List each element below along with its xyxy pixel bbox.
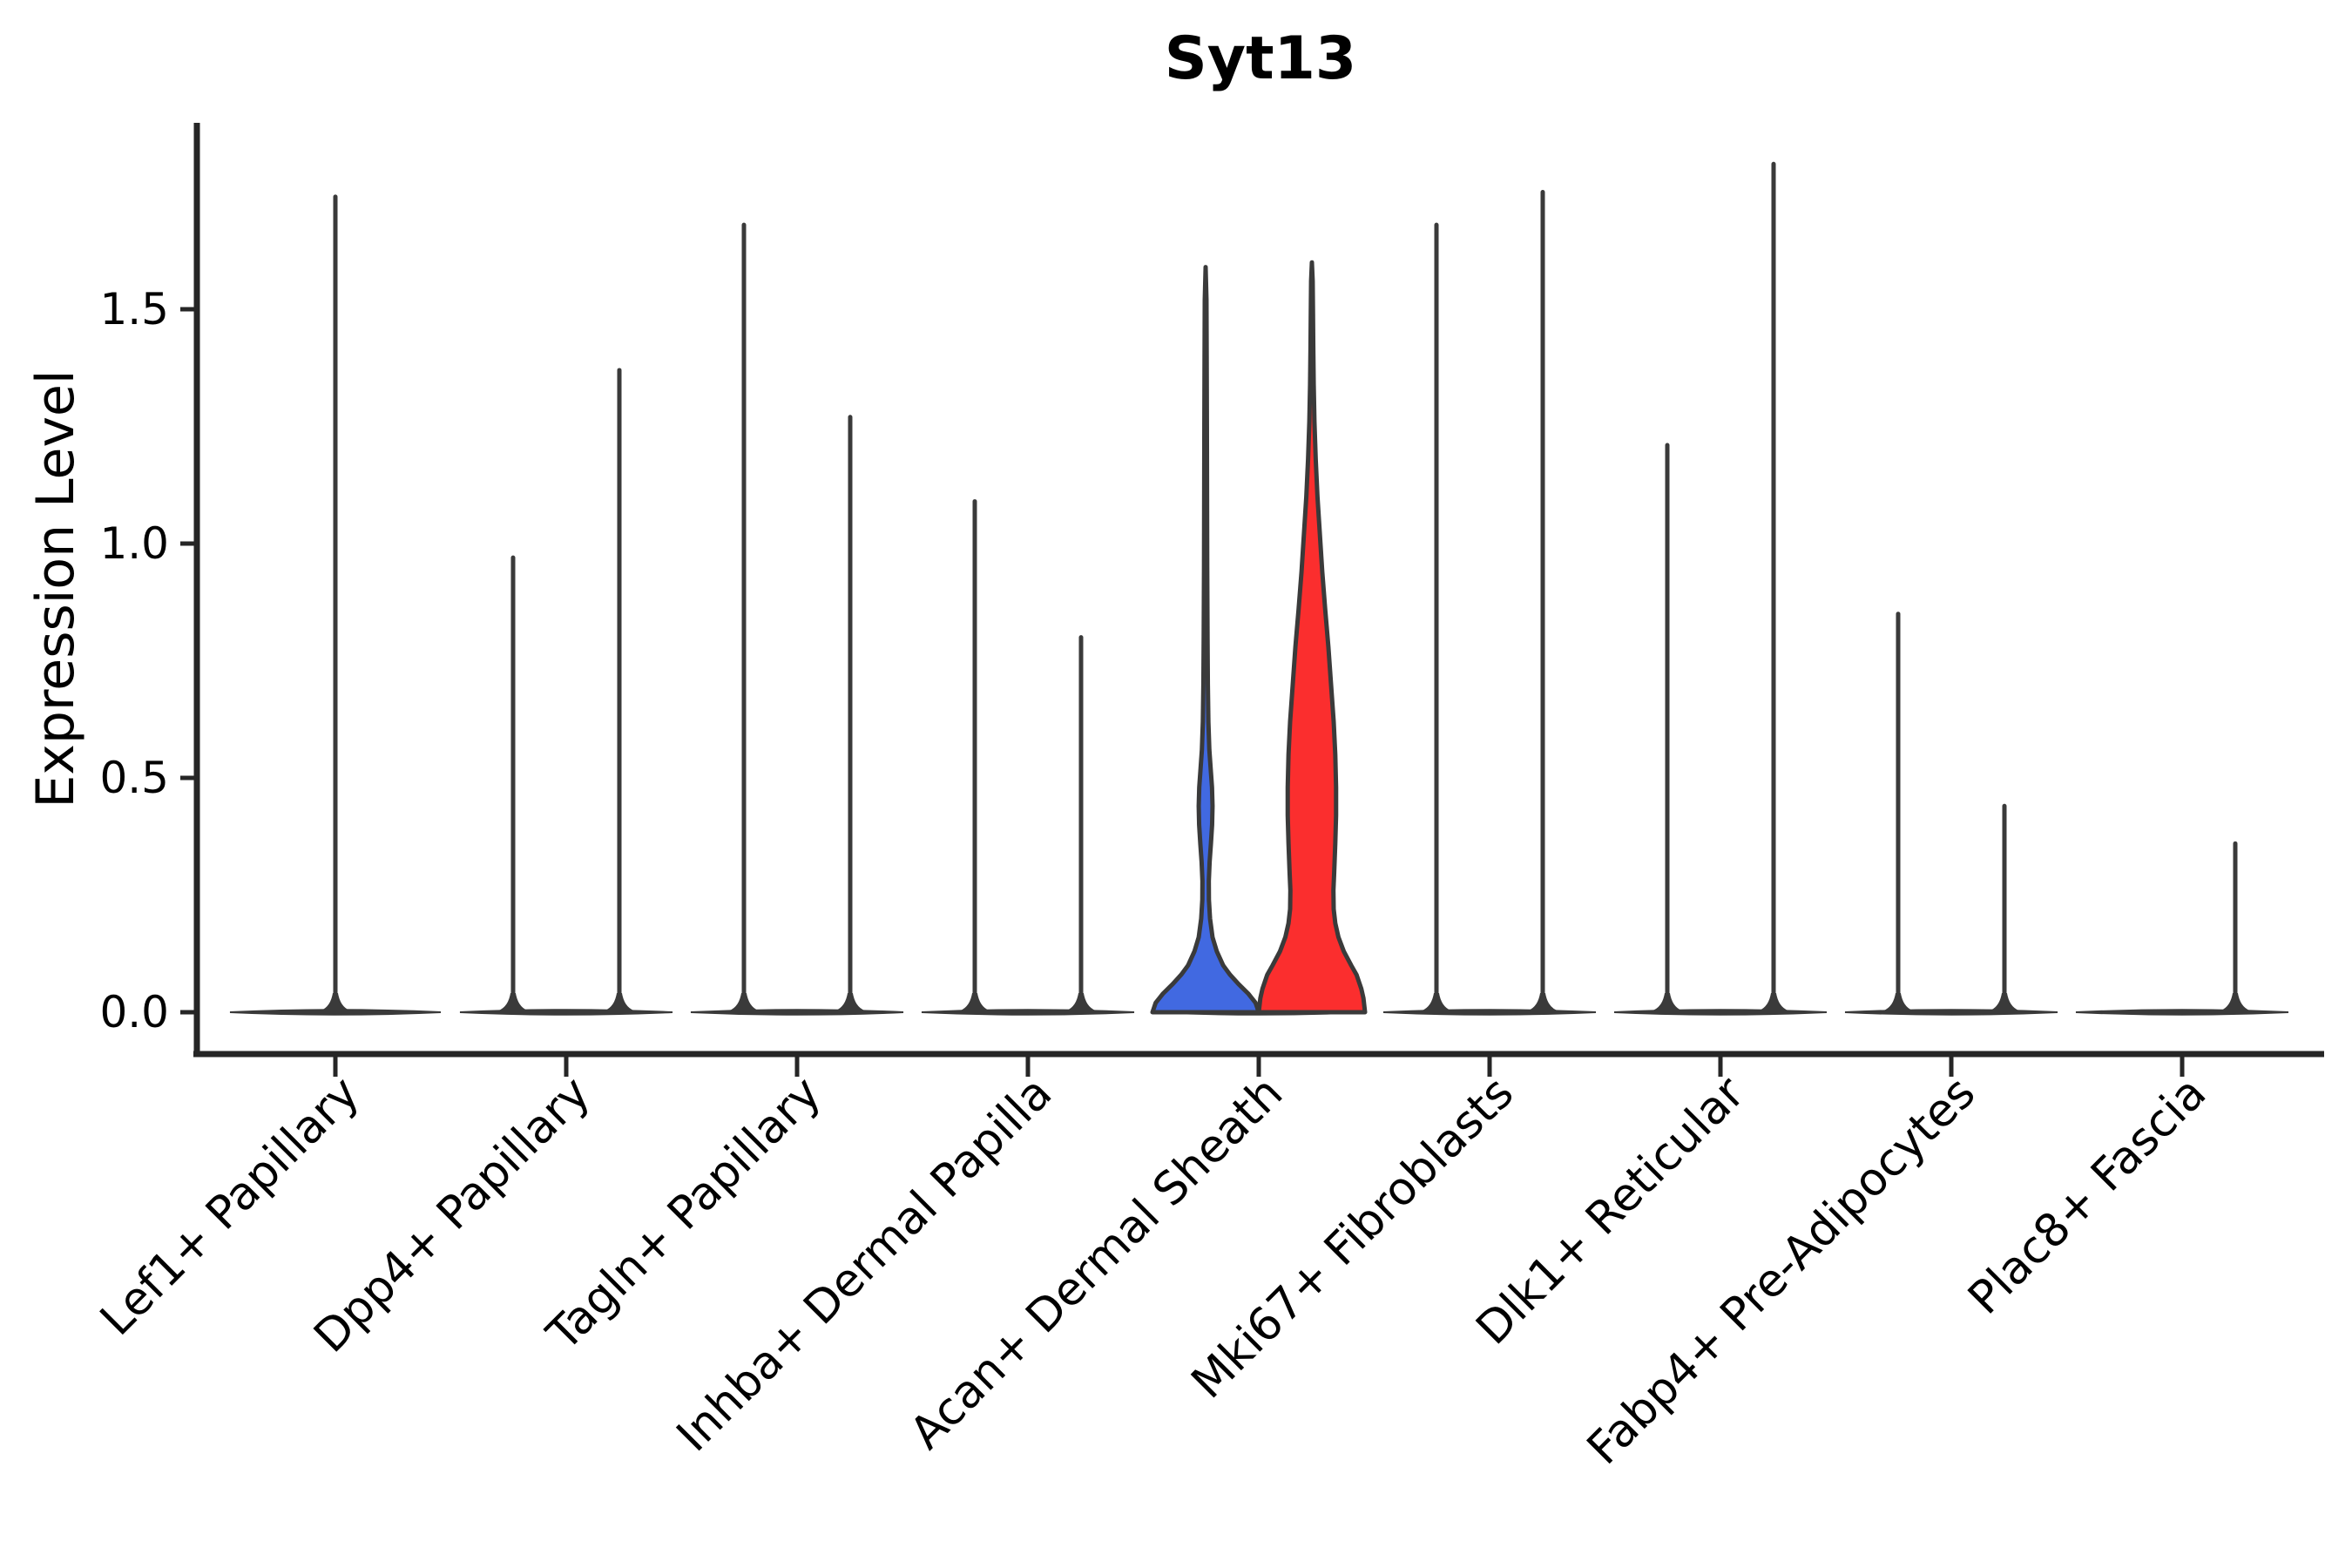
violin-filled-red: [1256, 260, 1368, 1015]
x-tick-label-3: Inhba+ Dermal Papilla: [667, 1067, 1062, 1462]
x-tick-label-4: Acan+ Dermal Sheath: [901, 1067, 1294, 1460]
y-tick-label-2: 1.0: [99, 518, 169, 569]
violin-baseline: [1613, 1009, 1828, 1016]
violin-baseline: [229, 1009, 442, 1016]
violin-baseline: [2075, 1009, 2289, 1016]
violin-baseline: [459, 1009, 673, 1016]
violin-baseline: [1844, 1009, 2058, 1016]
violin-baseline: [690, 1009, 904, 1016]
chart-title: Syt13: [1164, 24, 1357, 93]
x-tick-label-7: Fabp4+ Pre-Adipocytes: [1578, 1067, 1985, 1475]
y-tick-label-0: 0.0: [99, 987, 169, 1037]
y-tick-label-1: 0.5: [99, 753, 169, 803]
violin-baseline: [921, 1009, 1135, 1016]
y-axis-label: Expression Level: [25, 369, 86, 808]
y-tick-label-3: 1.5: [99, 284, 169, 335]
violin-baseline: [1382, 1009, 1597, 1016]
violin-filled-blue: [1150, 265, 1261, 1015]
x-tick-label-8: Plac8+ Fascia: [1958, 1067, 2216, 1325]
